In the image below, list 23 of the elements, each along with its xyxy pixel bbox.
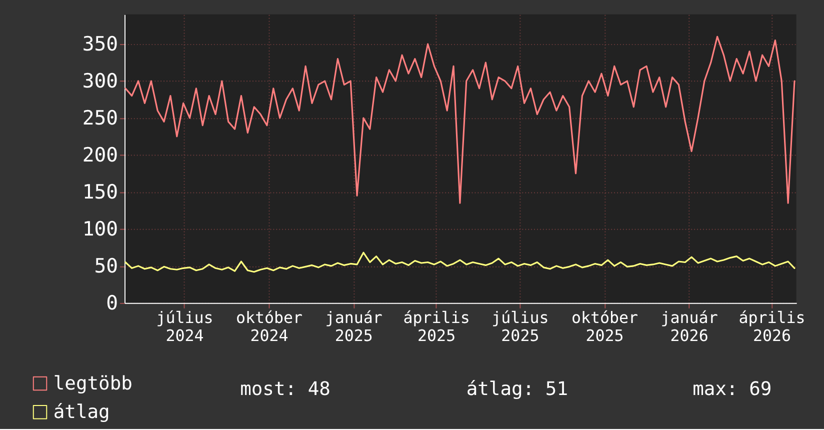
line-series (124, 252, 796, 273)
legend-label: legtöbb (53, 373, 132, 394)
y-tick-label: 300 (82, 69, 118, 92)
y-tick-label: 100 (82, 217, 118, 240)
y-tick-label: 250 (82, 106, 118, 130)
y-tick-label: 0 (106, 291, 118, 314)
x-tick-label: július 2025 (492, 308, 549, 345)
y-tick-label: 350 (82, 32, 118, 56)
x-tick-label: július 2024 (156, 308, 214, 345)
x-tick-label: április 2025 (403, 308, 470, 345)
x-tick-label: április 2026 (738, 308, 806, 345)
x-tick-label: január 2026 (660, 308, 718, 345)
x-tick-label: január 2025 (325, 308, 382, 345)
y-tick-label: 200 (82, 143, 118, 166)
y-tick-label: 50 (94, 254, 118, 278)
text: átlag: 51 (466, 378, 568, 400)
text: most: 48 (240, 378, 330, 400)
legend-label: átlag (53, 402, 110, 424)
line-series (124, 36, 796, 204)
x-tick-label: október 2025 (571, 308, 638, 345)
y-tick-label: 150 (82, 180, 118, 204)
text: max: 69 (692, 378, 772, 400)
x-tick-label: október 2024 (236, 308, 303, 345)
